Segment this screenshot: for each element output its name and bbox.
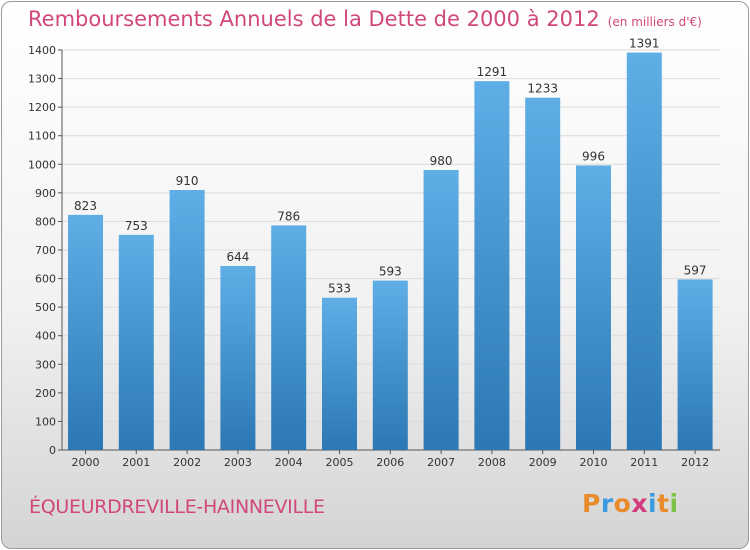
data-label-2004: 786 bbox=[277, 209, 300, 223]
data-label-2006: 593 bbox=[379, 265, 402, 279]
data-label-2012: 597 bbox=[684, 263, 707, 277]
y-tick-label: 0 bbox=[49, 444, 56, 457]
y-tick-label: 200 bbox=[35, 387, 56, 400]
logo-letter: i bbox=[648, 489, 658, 518]
y-tick-label: 500 bbox=[35, 301, 56, 314]
data-label-2010: 996 bbox=[582, 149, 605, 163]
y-tick-label: 300 bbox=[35, 358, 56, 371]
x-tick-label-2008: 2008 bbox=[478, 456, 506, 469]
bar-2008 bbox=[474, 81, 510, 451]
x-tick-label-2006: 2006 bbox=[376, 456, 404, 469]
x-tick-label-2009: 2009 bbox=[529, 456, 557, 469]
bar-2007 bbox=[423, 170, 459, 450]
y-tick-label: 1100 bbox=[28, 130, 56, 143]
x-tick-label-2004: 2004 bbox=[275, 456, 303, 469]
commune-name: ÉQUEURDREVILLE-HAINNEVILLE bbox=[29, 496, 325, 518]
x-tick-label-2010: 2010 bbox=[580, 456, 608, 469]
logo-letter: t bbox=[657, 489, 670, 518]
y-tick-label: 800 bbox=[35, 215, 56, 228]
logo-letter: i bbox=[669, 489, 679, 518]
bar-2001 bbox=[118, 234, 154, 450]
data-labels: 823 753 910 644 786 533 593 980 1291 1233 996 1391 5… bbox=[74, 37, 707, 296]
bar-2004 bbox=[271, 225, 307, 450]
y-tick-label: 900 bbox=[35, 187, 56, 200]
logo-letter: o bbox=[613, 489, 632, 518]
data-label-2005: 533 bbox=[328, 282, 351, 296]
proxiti-logo: Proxiti bbox=[582, 489, 679, 518]
y-tick-label: 400 bbox=[35, 330, 56, 343]
y-tick-label: 100 bbox=[35, 415, 56, 428]
axes: 0 100 200 300 400 500 600 700 800 900 1000 1100 1200… bbox=[28, 44, 720, 469]
chart-title: Remboursements Annuels de la Dette de 20… bbox=[28, 7, 702, 31]
x-tick-label-2002: 2002 bbox=[173, 456, 201, 469]
y-tick-label: 1000 bbox=[28, 158, 56, 171]
x-tick-label-2007: 2007 bbox=[427, 456, 455, 469]
bar-2006 bbox=[372, 280, 408, 450]
data-label-2009: 1233 bbox=[527, 82, 558, 96]
data-label-2007: 980 bbox=[430, 154, 453, 168]
bar-2011 bbox=[626, 52, 662, 450]
bars bbox=[68, 52, 713, 451]
bar-2000 bbox=[68, 214, 103, 450]
data-label-2002: 910 bbox=[176, 174, 199, 188]
bar-2009 bbox=[525, 97, 561, 450]
bar-2005 bbox=[322, 297, 357, 450]
data-label-2000: 823 bbox=[74, 199, 97, 213]
data-label-2008: 1291 bbox=[477, 65, 508, 79]
bar-2003 bbox=[220, 266, 256, 450]
title-text: Remboursements Annuels de la Dette de 20… bbox=[28, 7, 600, 31]
chart-subtitle: (en milliers d'€) bbox=[607, 15, 702, 29]
y-tick-label: 1200 bbox=[28, 101, 56, 114]
data-label-2003: 644 bbox=[226, 250, 249, 264]
y-tick-label: 1400 bbox=[28, 44, 56, 57]
bar-2010 bbox=[576, 165, 611, 450]
x-tick-label-2012: 2012 bbox=[681, 456, 709, 469]
y-tick-label: 1300 bbox=[28, 73, 56, 86]
x-tick-label-2003: 2003 bbox=[224, 456, 252, 469]
x-tick-label-2005: 2005 bbox=[326, 456, 354, 469]
y-tick-label: 600 bbox=[35, 273, 56, 286]
bar-2012 bbox=[677, 279, 713, 450]
data-label-2001: 753 bbox=[125, 219, 148, 233]
data-label-2011: 1391 bbox=[629, 37, 660, 51]
logo-letter: r bbox=[600, 489, 614, 518]
x-tick-label-2000: 2000 bbox=[72, 456, 100, 469]
x-tick-label-2011: 2011 bbox=[630, 456, 658, 469]
y-tick-label: 700 bbox=[35, 244, 56, 257]
logo-letter: P bbox=[582, 489, 601, 518]
x-tick-label-2001: 2001 bbox=[122, 456, 150, 469]
bar-2002 bbox=[169, 190, 205, 450]
logo-letter: x bbox=[631, 489, 648, 518]
